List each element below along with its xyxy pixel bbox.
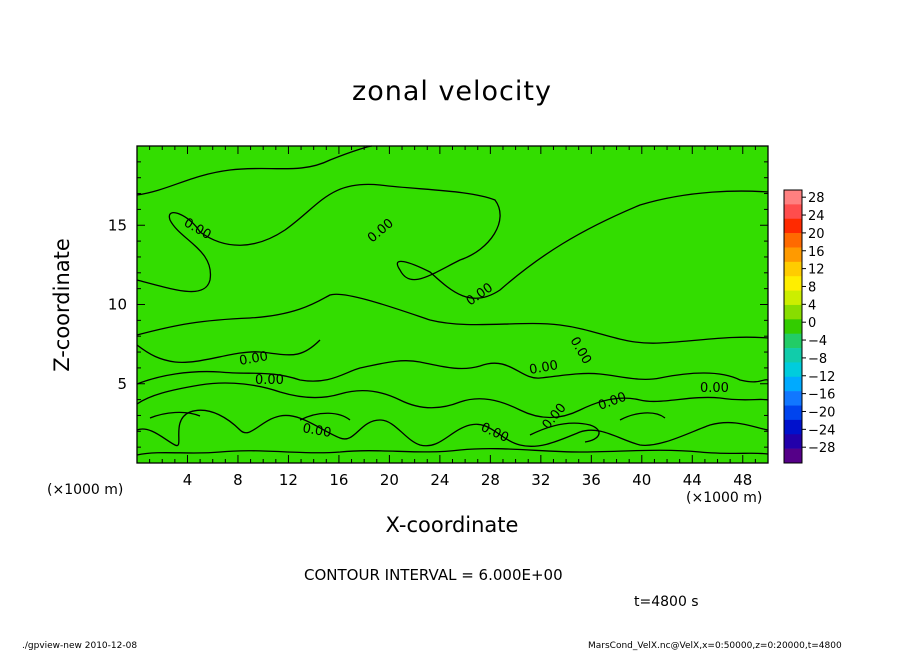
colorbar-segment	[784, 405, 802, 421]
colorbar-tick-label: −20	[808, 405, 835, 420]
colorbar-tick-label: 12	[808, 263, 825, 278]
x-tick-label: 16	[329, 471, 348, 489]
colorbar: 28 24 20 16 12 8 4 0 −4 −8 −12 −16 −20 −24 −28	[783, 189, 835, 464]
contour-line	[149, 411, 201, 419]
time-text: t=4800 s	[634, 594, 699, 610]
colorbar-segment	[784, 304, 802, 320]
contour-line	[619, 412, 666, 421]
colorbar-tick-label: 0	[808, 316, 816, 331]
contour-line	[136, 447, 769, 456]
x-tick-label: 12	[279, 471, 298, 489]
colorbar-tick-label: −16	[808, 388, 835, 403]
colorbar-segment	[784, 218, 802, 234]
colorbar-tick-label: 16	[808, 245, 825, 260]
footer-left-text: ./gpview-new 2010-12-08	[22, 641, 138, 651]
colorbar-segment	[784, 434, 802, 449]
contour-line	[136, 360, 769, 385]
x-tick-label: 4	[183, 471, 193, 489]
colorbar-segment	[784, 204, 802, 220]
colorbar-tick-label: 24	[808, 209, 825, 224]
x-tick-label: 32	[531, 471, 550, 489]
plot-background	[137, 146, 768, 463]
colorbar-segment	[784, 233, 802, 248]
colorbar-tick-label: −24	[808, 423, 835, 438]
x-tick-label: 8	[233, 471, 243, 489]
contour-label: 0.00	[255, 373, 284, 388]
chart-title: zonal velocity	[352, 76, 552, 107]
y-tick-label: 15	[108, 216, 127, 234]
contour-lines: 0.00 0.000.000.000.000.000.000.000.000.00…	[136, 145, 769, 456]
contour-line	[136, 145, 373, 196]
x-tick-label: 20	[380, 471, 399, 489]
x-axis-label-text: X-coordinate	[385, 513, 519, 537]
colorbar-tick-label: 20	[808, 227, 825, 242]
colorbar-segment	[784, 391, 802, 406]
colorbar-segment	[784, 348, 802, 363]
colorbar-segment	[784, 376, 802, 392]
colorbar-tick-label: 8	[808, 280, 816, 295]
colorbar-segment	[784, 448, 802, 464]
y-tick-label: 5	[117, 375, 127, 393]
contour-line	[529, 422, 600, 443]
colorbar-segment	[784, 247, 802, 263]
y-axis-unit: (×1000 m)	[47, 482, 124, 498]
colorbar-tick-label: −4	[808, 334, 827, 349]
contour-label: 0.00	[700, 381, 729, 396]
colorbar-tick-label: −28	[808, 441, 835, 456]
x-axis-unit: (×1000 m)	[686, 490, 763, 506]
x-tick-label: 24	[430, 471, 449, 489]
colorbar-tick-label: 28	[808, 191, 825, 206]
contour-label: 0.00	[528, 358, 559, 378]
x-axis-label: X-coordinate	[0, 513, 904, 537]
colorbar-tick-label: −8	[808, 352, 827, 367]
colorbar-frame	[783, 189, 803, 464]
contour-line	[136, 293, 769, 344]
x-tick-label: 40	[632, 471, 651, 489]
y-tick-label: 10	[108, 296, 127, 314]
colorbar-tick-label: 4	[808, 298, 816, 313]
colorbar-segment	[784, 290, 802, 306]
colorbar-segment	[784, 319, 802, 334]
contour-line	[136, 409, 769, 447]
contour-line	[136, 382, 769, 419]
contour-label: 0.00	[238, 349, 269, 369]
x-tick-label: 36	[582, 471, 601, 489]
colorbar-segment	[784, 190, 802, 205]
contour-line	[136, 183, 769, 299]
contour-line	[299, 412, 351, 421]
contour-line	[136, 339, 321, 364]
colorbar-segment	[784, 261, 802, 277]
colorbar-segment	[784, 333, 802, 349]
x-tick-label: 28	[481, 471, 500, 489]
colorbar-segment	[784, 419, 802, 435]
colorbar-tick-label: −12	[808, 370, 835, 385]
x-tick-label: 48	[733, 471, 752, 489]
contour-interval-text: CONTOUR INTERVAL = 6.000E+00	[304, 566, 563, 584]
x-tick-label: 44	[683, 471, 702, 489]
colorbar-segment	[784, 276, 802, 291]
colorbar-segment	[784, 362, 802, 378]
plot-area	[137, 146, 768, 463]
footer-right-text: MarsCond_VelX.nc@VelX,x=0:50000,z=0:2000…	[588, 641, 842, 651]
contour-label: 0.00	[301, 421, 332, 441]
